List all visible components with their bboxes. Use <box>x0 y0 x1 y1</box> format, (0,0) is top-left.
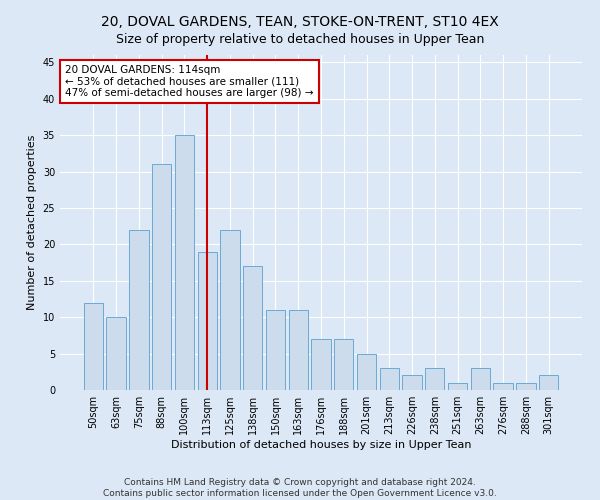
Bar <box>334 339 353 390</box>
Bar <box>220 230 239 390</box>
Bar <box>152 164 172 390</box>
Bar <box>266 310 285 390</box>
Bar <box>493 382 513 390</box>
Bar <box>84 302 103 390</box>
Bar <box>289 310 308 390</box>
Bar <box>129 230 149 390</box>
Bar <box>403 376 422 390</box>
Bar <box>380 368 399 390</box>
Bar <box>425 368 445 390</box>
Bar <box>243 266 262 390</box>
X-axis label: Distribution of detached houses by size in Upper Tean: Distribution of detached houses by size … <box>171 440 471 450</box>
Bar <box>357 354 376 390</box>
Bar <box>197 252 217 390</box>
Text: 20 DOVAL GARDENS: 114sqm
← 53% of detached houses are smaller (111)
47% of semi-: 20 DOVAL GARDENS: 114sqm ← 53% of detach… <box>65 65 314 98</box>
Text: 20, DOVAL GARDENS, TEAN, STOKE-ON-TRENT, ST10 4EX: 20, DOVAL GARDENS, TEAN, STOKE-ON-TRENT,… <box>101 15 499 29</box>
Bar <box>516 382 536 390</box>
Bar <box>311 339 331 390</box>
Bar <box>448 382 467 390</box>
Text: Size of property relative to detached houses in Upper Tean: Size of property relative to detached ho… <box>116 32 484 46</box>
Y-axis label: Number of detached properties: Number of detached properties <box>27 135 37 310</box>
Bar <box>106 317 126 390</box>
Text: Contains HM Land Registry data © Crown copyright and database right 2024.
Contai: Contains HM Land Registry data © Crown c… <box>103 478 497 498</box>
Bar <box>539 376 558 390</box>
Bar <box>175 135 194 390</box>
Bar <box>470 368 490 390</box>
